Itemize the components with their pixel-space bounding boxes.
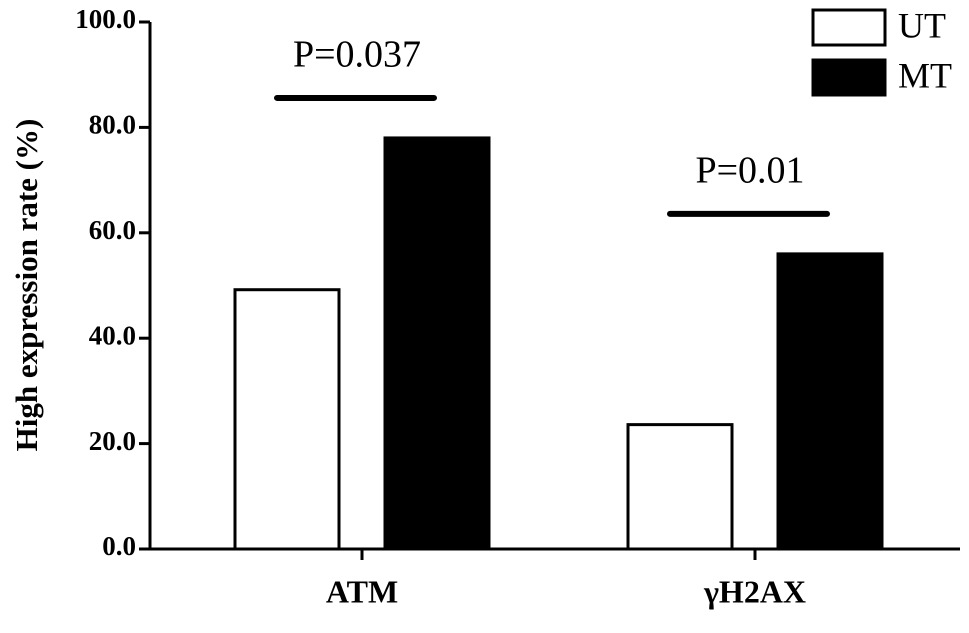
legend-label: MT [898, 55, 952, 95]
x-tick-label: ATM [326, 573, 398, 609]
legend-label: UT [898, 5, 946, 45]
y-tick-label: 60.0 [89, 215, 136, 245]
legend-swatch [811, 8, 887, 47]
y-axis-label: High expression rate (%) [9, 119, 44, 452]
y-tick-label: 20.0 [89, 426, 136, 456]
y-tick-label: 100.0 [75, 4, 136, 34]
y-tick-label: 40.0 [89, 320, 136, 350]
y-tick-label: 0.0 [102, 531, 136, 561]
bar [383, 136, 491, 551]
bar [626, 423, 734, 551]
y-tick-label: 80.0 [89, 110, 136, 140]
bar [233, 288, 341, 551]
bar [776, 252, 884, 551]
annotation: P=0.01 [695, 150, 804, 192]
x-tick-label: γH2AX [703, 573, 806, 609]
annotation: P=0.037 [293, 34, 421, 76]
legend-swatch [811, 58, 887, 97]
